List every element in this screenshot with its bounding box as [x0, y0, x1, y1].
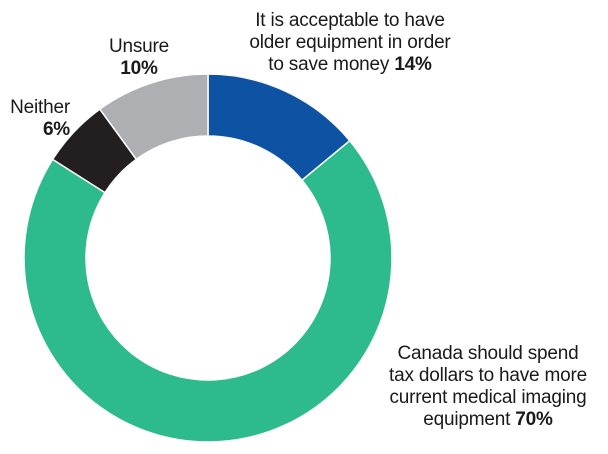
- label-line: Canada should spend: [397, 343, 579, 364]
- label-line: Neither: [10, 97, 70, 118]
- slice-label-neither: Neither 6%: [6, 97, 70, 141]
- slice-value-label: 14%: [394, 54, 432, 75]
- label-line: to save money: [268, 54, 390, 75]
- label-line: current medical imaging: [389, 387, 587, 408]
- label-line: equipment: [423, 409, 511, 430]
- slice-value-label: 10%: [120, 58, 158, 79]
- slice-value-label: 6%: [42, 119, 70, 140]
- slice-label-older-equipment: It is acceptable to have older equipment…: [230, 10, 470, 76]
- slice-label-unsure: Unsure 10%: [90, 36, 188, 80]
- label-line: older equipment in order: [249, 32, 451, 53]
- donut-slices: [23, 73, 393, 443]
- slice-label-spend-tax-dollars: Canada should spend tax dollars to have …: [375, 343, 601, 431]
- slice-value-label: 70%: [515, 409, 553, 430]
- label-line: tax dollars to have more: [389, 365, 587, 386]
- donut-slice-unsure: [98, 73, 209, 161]
- donut-slice-spend-tax-dollars: [23, 139, 393, 443]
- label-line: It is acceptable to have: [255, 10, 445, 31]
- label-line: Unsure: [108, 36, 170, 57]
